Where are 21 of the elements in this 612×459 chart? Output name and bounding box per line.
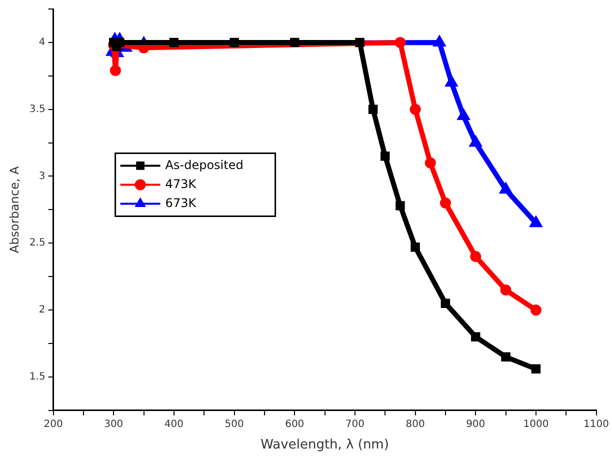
y-tick-label: 3.5 bbox=[29, 104, 46, 115]
x-tick-label: 1100 bbox=[584, 418, 609, 430]
x-tick-label: 400 bbox=[164, 418, 184, 430]
x-tick-label: 900 bbox=[466, 418, 486, 430]
y-axis-title: Absorbance, A bbox=[7, 166, 22, 254]
x-tick-label: 600 bbox=[285, 418, 304, 430]
legend-label: 473K bbox=[165, 176, 198, 191]
x-tick-label: 300 bbox=[104, 418, 124, 430]
x-tick-label: 700 bbox=[345, 418, 364, 430]
y-tick-label: 2 bbox=[38, 304, 46, 316]
y-tick-label: 2.5 bbox=[29, 238, 46, 249]
y-tick-label: 1.5 bbox=[29, 372, 46, 383]
y-tick-label: 4 bbox=[38, 37, 46, 48]
x-tick-label: 800 bbox=[406, 418, 425, 430]
x-axis-title: Wavelength, λ (nm) bbox=[260, 438, 389, 453]
x-tick-label: 200 bbox=[44, 418, 63, 430]
y-tick-label: 3 bbox=[38, 170, 46, 182]
legend-label: 673K bbox=[165, 196, 198, 210]
legend-label: As-deposited bbox=[165, 158, 244, 172]
x-tick-label: 1000 bbox=[523, 418, 549, 430]
x-tick-label: 500 bbox=[224, 418, 244, 430]
